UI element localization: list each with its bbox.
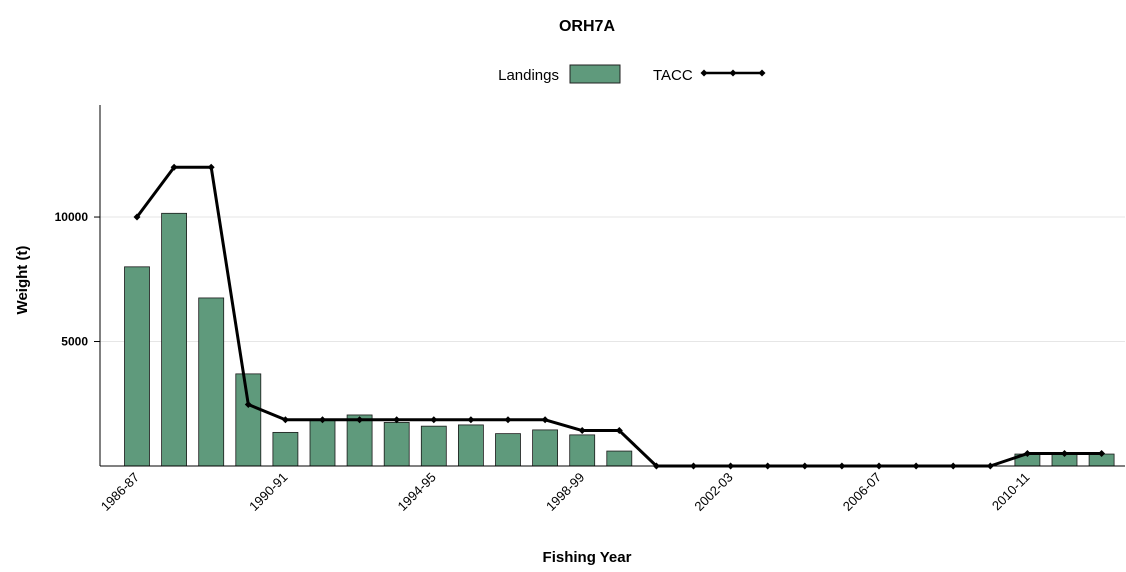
y-tick-labels: 5000 10000 <box>55 210 89 348</box>
bar-1991-92 <box>309 419 336 467</box>
bar-1989-90 <box>235 373 262 467</box>
x-tick-label-2010-11: 2010-11 <box>989 470 1033 514</box>
x-tick-label-1990-91: 1990-91 <box>246 470 290 514</box>
tacc-point-1999-00 <box>615 427 623 435</box>
legend-marker-2 <box>758 69 766 77</box>
bar-1998-99 <box>569 434 596 467</box>
bar-1997-98 <box>532 429 558 467</box>
y-tick-label-10000: 10000 <box>55 210 89 224</box>
bar-1992-93 <box>346 414 373 467</box>
tacc-point-1989-90 <box>244 401 252 409</box>
chart-title: ORH7A <box>559 18 615 35</box>
legend-marker-0 <box>700 69 708 77</box>
x-tick-labels: 1986-87 1990-91 1994-95 1998-99 2002-03 2006-… <box>98 470 1033 514</box>
bar-1993-94 <box>383 422 410 467</box>
tacc-point-1986-87 <box>133 213 141 221</box>
bar-1996-97 <box>495 433 521 467</box>
tacc-point-1995-96 <box>467 416 475 424</box>
tacc-point-1987-88 <box>170 163 178 171</box>
legend-swatch-tacc <box>700 69 766 77</box>
bar-1990-91 <box>272 431 299 467</box>
bar-1995-96 <box>457 424 484 467</box>
x-tick-label-1998-99: 1998-99 <box>543 470 587 514</box>
gridlines <box>100 216 1125 343</box>
tacc-point-1998-99 <box>578 427 586 435</box>
tacc-point-1988-89 <box>207 163 215 171</box>
tacc-point-1994-95 <box>430 416 438 424</box>
tacc-point-1996-97 <box>504 416 512 424</box>
x-axis-label: Fishing Year <box>543 549 632 566</box>
tacc-point-2012-13 <box>1098 450 1106 458</box>
tacc-point-1992-93 <box>356 416 364 424</box>
y-tick-label-5000: 5000 <box>61 335 88 349</box>
bar-1988-89 <box>198 297 225 467</box>
x-tick-label-1994-95: 1994-95 <box>395 470 439 514</box>
x-tick-label-1986-87: 1986-87 <box>98 470 142 514</box>
x-tick-label-2006-07: 2006-07 <box>840 470 884 514</box>
legend-label-tacc: TACC <box>653 67 693 84</box>
tacc-point-1991-92 <box>319 416 326 424</box>
tacc-point-1997-98 <box>541 416 549 424</box>
line-tacc <box>133 163 1106 470</box>
tacc-point-2011-12 <box>1061 450 1068 458</box>
x-tick-label-2002-03: 2002-03 <box>691 470 735 514</box>
bar-1994-95 <box>420 425 447 467</box>
tacc-point-2010-11 <box>1023 450 1031 458</box>
bar-1986-87 <box>124 266 150 467</box>
tacc-point-1993-94 <box>393 416 401 424</box>
legend: Landings TACC <box>498 64 766 84</box>
legend-swatch-landings <box>569 64 621 84</box>
legend-marker-1 <box>729 69 737 77</box>
axes <box>94 105 1125 467</box>
tacc-polyline <box>135 165 1102 468</box>
bars-landings <box>124 212 1115 467</box>
bar-1999-00 <box>606 450 633 467</box>
tacc-point-1990-91 <box>281 416 289 424</box>
bar-1987-88 <box>161 212 188 467</box>
legend-label-landings: Landings <box>498 67 559 84</box>
y-axis-label: Weight (t) <box>14 246 31 315</box>
